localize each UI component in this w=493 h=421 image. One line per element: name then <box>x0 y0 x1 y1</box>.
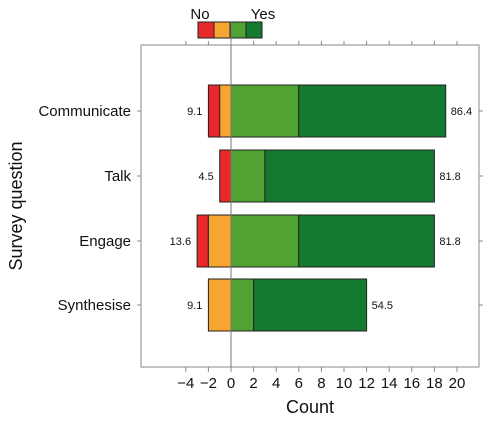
bar-engage-yes <box>230 214 300 268</box>
plot-frame <box>140 44 480 368</box>
category-label-synthesise: Synthesise <box>58 297 131 314</box>
legend-no-label: No <box>190 6 209 23</box>
bar-talk-strong-yes <box>264 149 435 203</box>
data-label-engage-yes: 81.8 <box>439 236 460 248</box>
x-tick-label: 12 <box>358 375 375 392</box>
bar-communicate-no <box>219 84 232 138</box>
data-label-communicate-yes: 86.4 <box>451 106 472 118</box>
x-tick-label: 18 <box>426 375 443 392</box>
bar-communicate-strong-no <box>207 84 221 138</box>
data-label-communicate-no: 9.1 <box>187 106 202 118</box>
x-tick-label: 16 <box>403 375 420 392</box>
x-tick-label: 8 <box>317 375 325 392</box>
bar-communicate-strong-yes <box>298 84 447 138</box>
bars <box>196 84 447 332</box>
legend: No Yes <box>190 6 275 39</box>
bar-communicate-yes <box>230 84 300 138</box>
bar-synthesise-yes <box>230 278 255 332</box>
legend-swatch-no <box>213 21 231 39</box>
bar-talk-yes <box>230 149 266 203</box>
legend-swatches <box>197 21 263 39</box>
legend-swatch-strong_yes <box>245 21 263 39</box>
bar-engage-no <box>207 214 232 268</box>
legend-swatch-strong_no <box>197 21 215 39</box>
data-label-synthesise-yes: 54.5 <box>372 300 393 312</box>
legend-yes-label: Yes <box>251 6 275 23</box>
x-tick-label: −4 <box>177 375 194 392</box>
bar-engage-strong-yes <box>298 214 435 268</box>
x-tick-label: 6 <box>295 375 303 392</box>
x-axis: −4 −2 0 2 4 6 8 10 12 14 16 18 20 <box>177 41 465 392</box>
data-label-synthesise-no: 9.1 <box>187 300 202 312</box>
x-tick-label: −2 <box>200 375 217 392</box>
y-axis: Communicate Talk Engage Synthesise <box>38 103 483 314</box>
data-label-talk-no: 4.5 <box>198 171 213 183</box>
x-tick-label: 2 <box>249 375 257 392</box>
x-tick-label: 14 <box>381 375 398 392</box>
legend-swatch-yes <box>229 21 247 39</box>
bar-synthesise-no <box>207 278 232 332</box>
data-label-talk-yes: 81.8 <box>439 171 460 183</box>
data-label-engage-no: 13.6 <box>170 236 191 248</box>
x-tick-label: 0 <box>227 375 235 392</box>
bar-talk-strong-no <box>219 149 232 203</box>
x-tick-label: 4 <box>272 375 280 392</box>
category-label-talk: Talk <box>104 168 131 185</box>
category-label-engage: Engage <box>79 233 131 250</box>
x-axis-title: Count <box>286 397 334 417</box>
bar-engage-strong-no <box>196 214 209 268</box>
bar-synthesise-strong-yes <box>253 278 368 332</box>
x-tick-label: 20 <box>449 375 466 392</box>
x-tick-label: 10 <box>336 375 353 392</box>
category-label-communicate: Communicate <box>38 103 131 120</box>
data-labels: 9.1 86.4 4.5 81.8 13.6 81.8 9.1 54.5 <box>170 106 472 312</box>
y-axis-title: Survey question <box>6 141 26 270</box>
